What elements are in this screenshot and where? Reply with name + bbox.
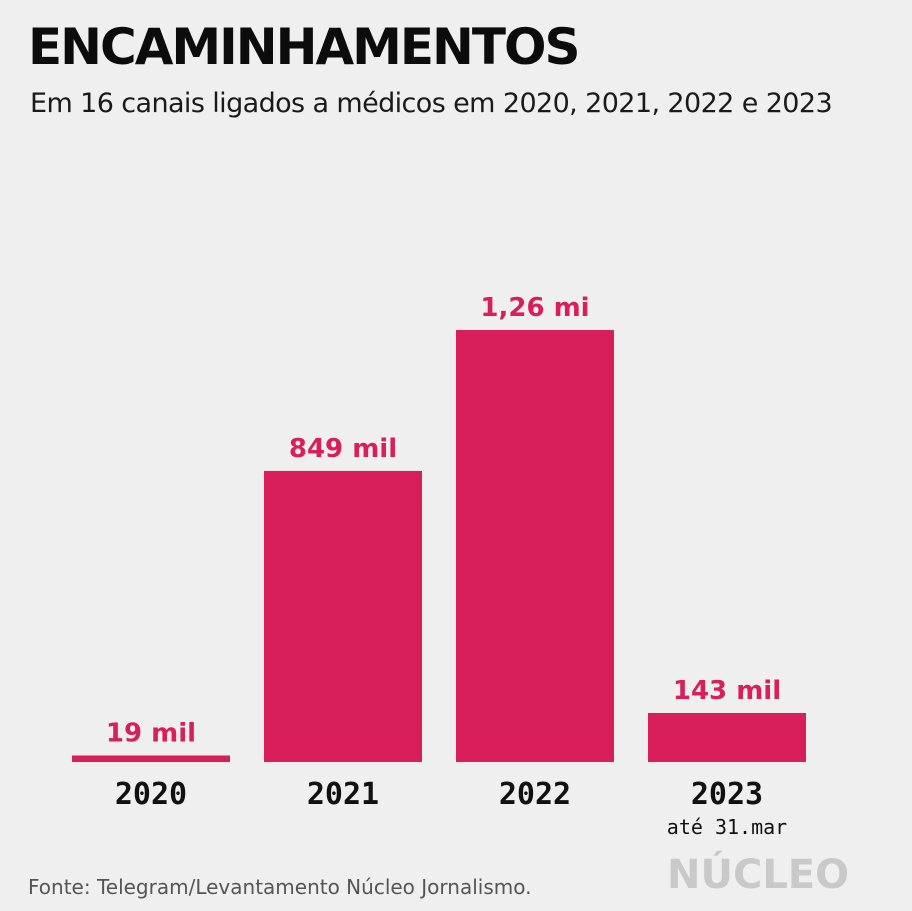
category-label-2022: 2022 xyxy=(499,777,571,812)
bar-2020 xyxy=(72,755,230,762)
value-label-2021: 849 mil xyxy=(289,434,397,464)
chart-title: ENCAMINHAMENTOS xyxy=(28,18,581,76)
category-label-2020: 2020 xyxy=(115,777,187,812)
category-label-2021: 2021 xyxy=(307,777,379,812)
value-label-2023: 143 mil xyxy=(673,676,781,706)
category-note-2023: até 31.mar xyxy=(667,815,787,839)
bar-2022 xyxy=(456,330,614,762)
nucleo-logo: NÚCLEO xyxy=(667,852,850,898)
value-label-2020: 19 mil xyxy=(106,718,196,748)
chart-subtitle: Em 16 canais ligados a médicos em 2020, … xyxy=(30,88,833,119)
category-label-2023: 2023 xyxy=(691,777,763,812)
source-note: Fonte: Telegram/Levantamento Núcleo Jorn… xyxy=(28,875,532,899)
bar-2021 xyxy=(264,470,422,762)
bar-2023 xyxy=(648,712,806,762)
value-label-2022: 1,26 mi xyxy=(480,293,589,323)
